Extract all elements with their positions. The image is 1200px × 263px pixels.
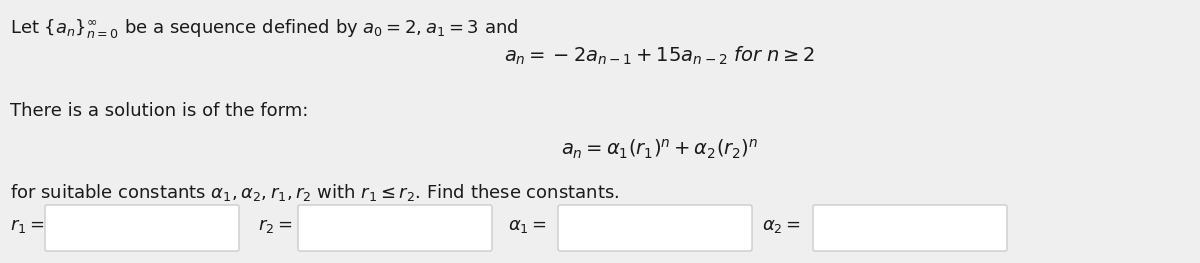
FancyBboxPatch shape [46, 205, 239, 251]
Text: Let $\{a_n\}_{n=0}^{\infty}$ be a sequence defined by $a_0 = 2, a_1 = 3$ and: Let $\{a_n\}_{n=0}^{\infty}$ be a sequen… [10, 18, 518, 41]
Text: There is a solution is of the form:: There is a solution is of the form: [10, 102, 308, 120]
FancyBboxPatch shape [558, 205, 752, 251]
FancyBboxPatch shape [298, 205, 492, 251]
Text: $\alpha_1 =$: $\alpha_1 =$ [508, 217, 547, 235]
Text: $a_n = \alpha_1(r_1)^n + \alpha_2(r_2)^n$: $a_n = \alpha_1(r_1)^n + \alpha_2(r_2)^n… [562, 138, 758, 161]
FancyBboxPatch shape [814, 205, 1007, 251]
Text: $a_n = -2a_{n-1} + 15a_{n-2}$ for $n \geq 2$: $a_n = -2a_{n-1} + 15a_{n-2}$ for $n \ge… [504, 45, 816, 67]
Text: for suitable constants $\alpha_1, \alpha_2, r_1, r_2$ with $r_1 \leq r_2$. Find : for suitable constants $\alpha_1, \alpha… [10, 182, 619, 203]
Text: $r_1 =$: $r_1 =$ [10, 217, 44, 235]
Text: $\alpha_2 =$: $\alpha_2 =$ [762, 217, 802, 235]
Text: $r_2 =$: $r_2 =$ [258, 217, 293, 235]
